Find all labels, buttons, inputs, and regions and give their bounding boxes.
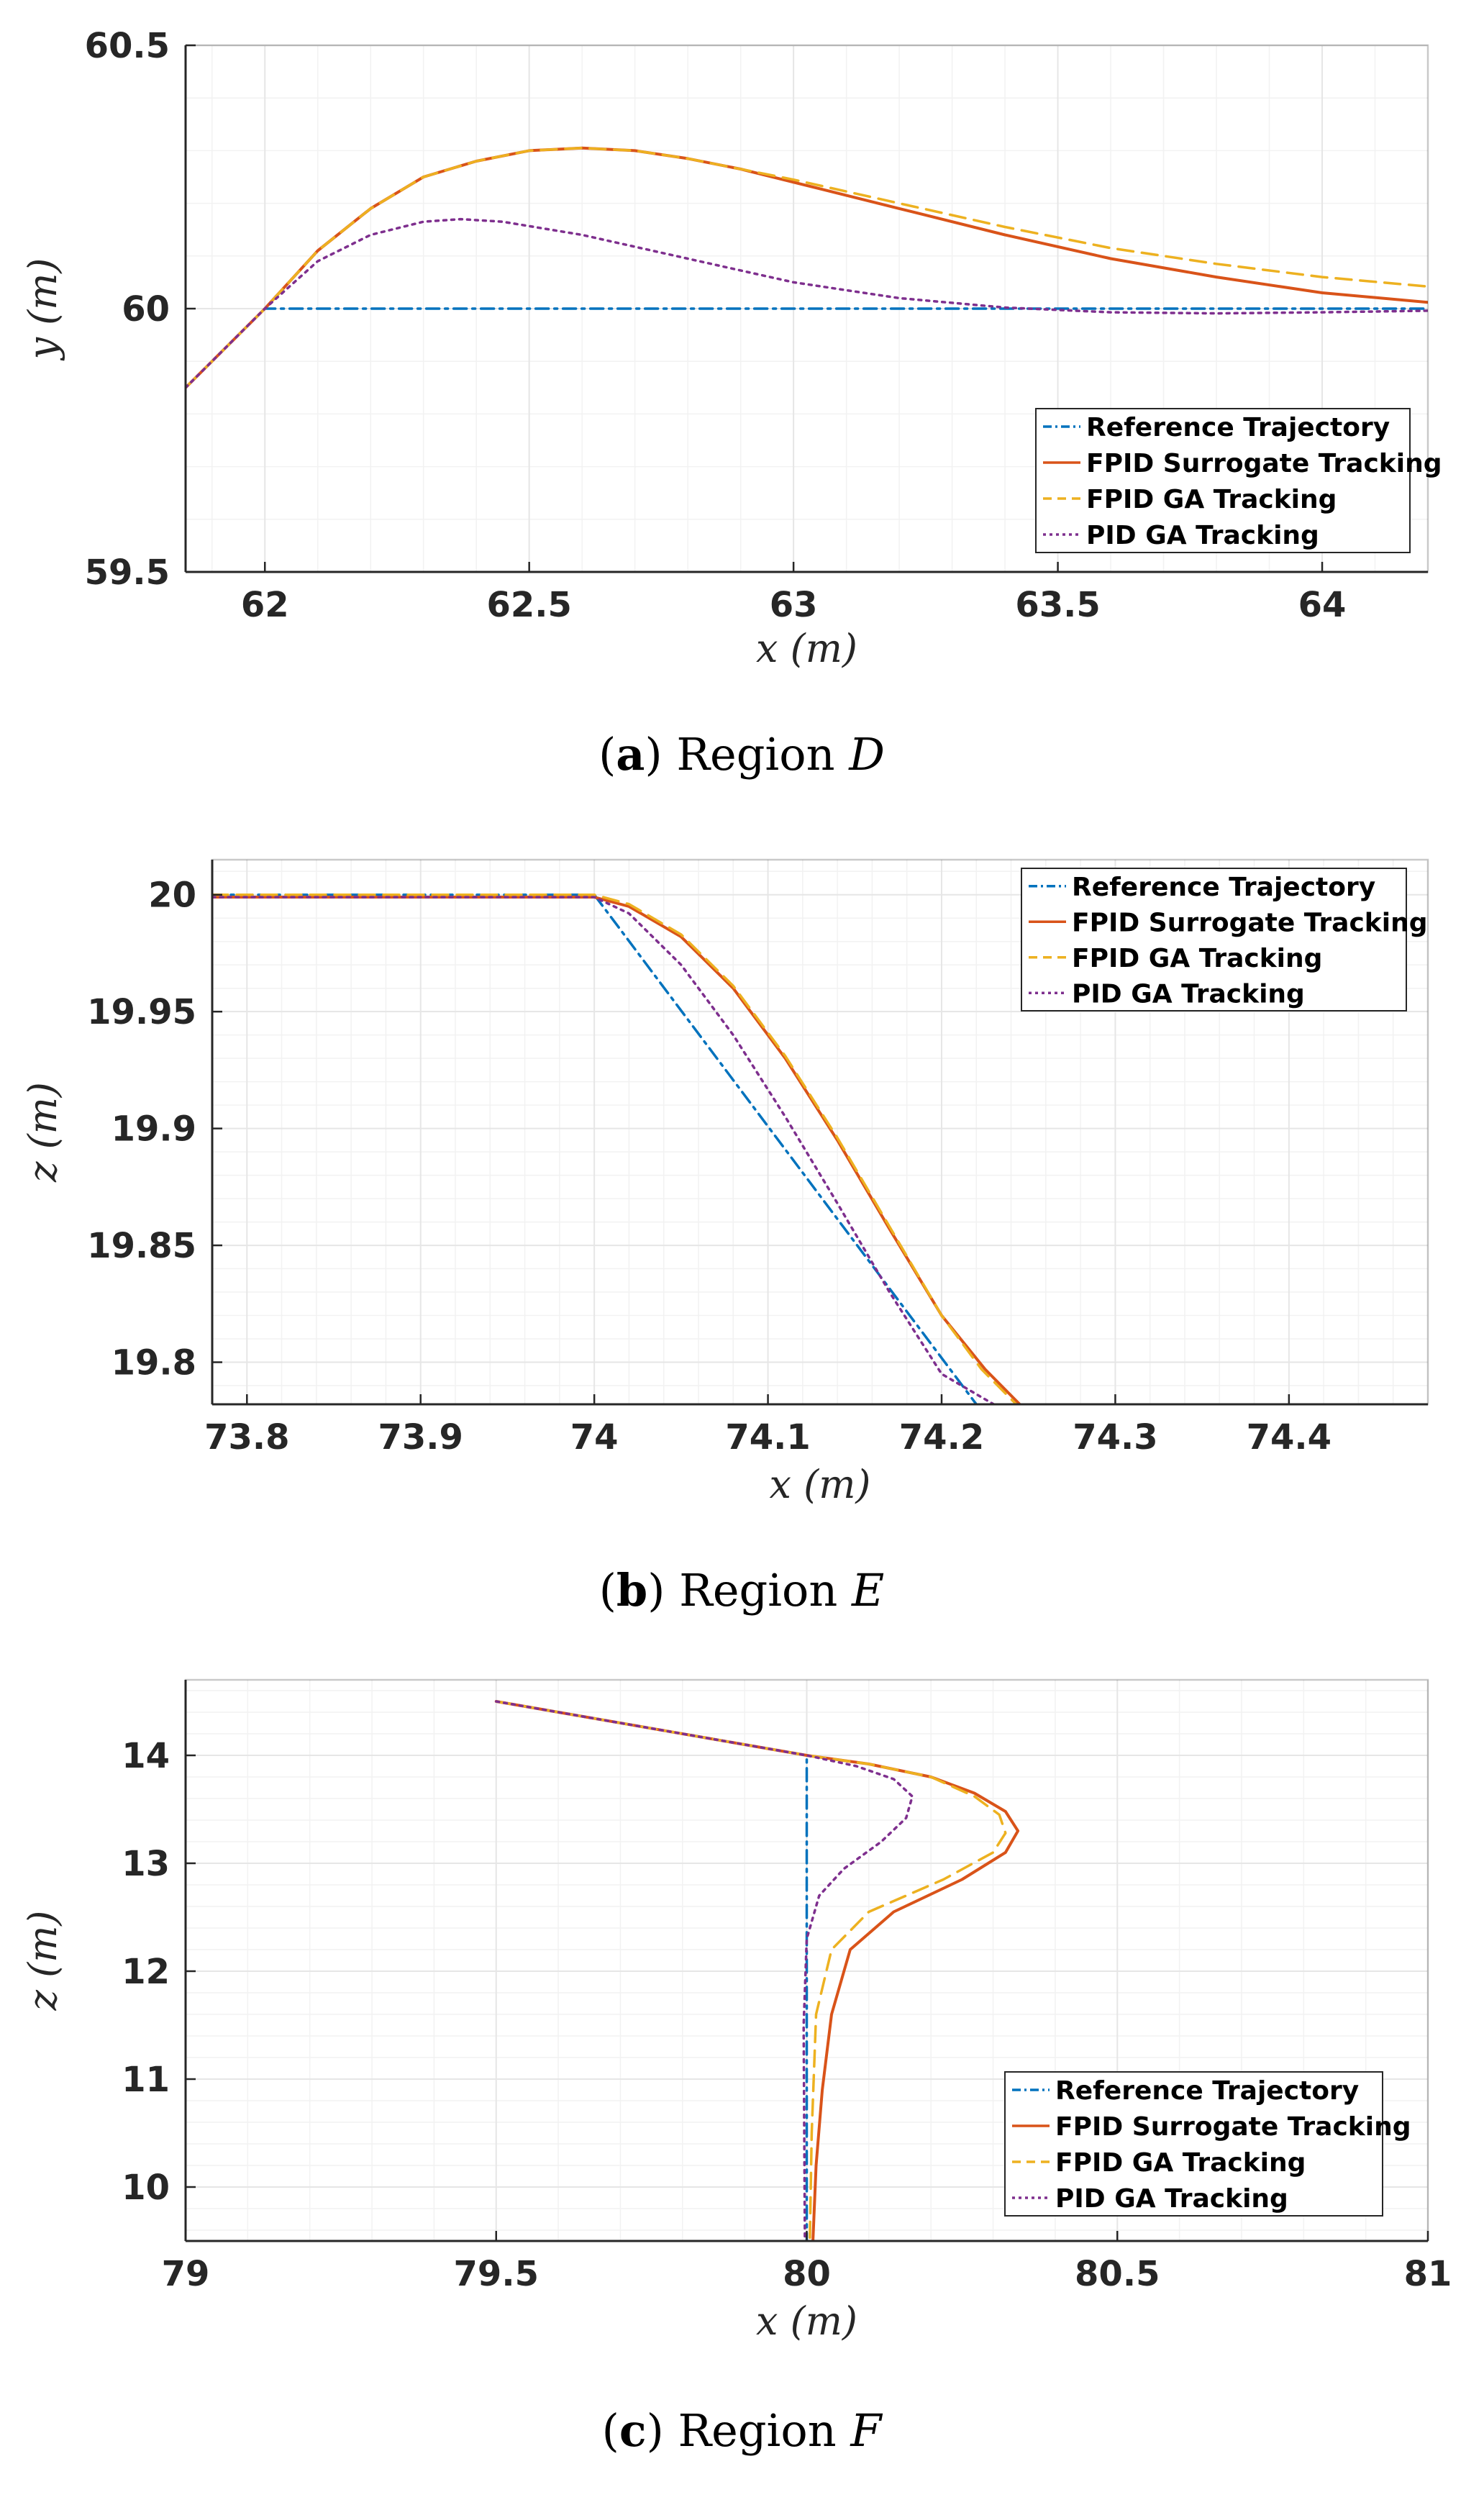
x-tick-label: 62.5	[486, 585, 571, 625]
legend-label: PID GA Tracking	[1072, 979, 1305, 1009]
series-line-pid-ga	[495, 1700, 914, 2241]
y-tick-label: 11	[122, 2060, 170, 2100]
series-line-fpid-ga	[495, 1700, 1007, 2241]
x-tick-label: 74.1	[725, 1417, 810, 1458]
y-axis-label: z (m)	[20, 1082, 65, 1183]
legend-label: FPID Surrogate Tracking	[1072, 908, 1427, 937]
x-tick-label: 74.3	[1073, 1417, 1157, 1458]
y-tick-label: 19.9	[111, 1109, 196, 1150]
legend-label: Reference Trajectory	[1055, 2076, 1359, 2106]
x-tick-label: 63	[770, 585, 818, 625]
x-tick-label: 63.5	[1015, 585, 1100, 625]
x-tick-label: 62	[241, 585, 289, 625]
x-tick-label: 80.5	[1075, 2254, 1160, 2294]
x-tick-label: 64	[1298, 585, 1347, 625]
series-group	[494, 1700, 1020, 2241]
y-tick-label: 60	[122, 289, 170, 329]
series-group	[186, 146, 1428, 389]
x-tick-label: 74	[570, 1417, 619, 1458]
legend-label: Reference Trajectory	[1072, 873, 1375, 902]
series-line-fpid-ga	[186, 146, 1428, 389]
x-axis-label: x (m)	[770, 1462, 871, 1507]
x-axis-label: x (m)	[756, 2299, 857, 2344]
panel-caption: (a) Region D	[598, 728, 885, 781]
y-tick-label: 19.95	[87, 992, 196, 1032]
legend-label: PID GA Tracking	[1086, 521, 1319, 550]
legend-label: FPID GA Tracking	[1055, 2148, 1306, 2178]
y-axis-label: y (m)	[20, 258, 65, 360]
series-line-reference	[495, 1700, 809, 2241]
legend: Reference Trajectory FPID Surrogate Track…	[1021, 868, 1427, 1011]
y-tick-label: 60.5	[85, 26, 170, 66]
x-tick-label: 81	[1404, 2254, 1452, 2294]
panel-b: 73.8 73.9 74 74.1 74.2 74.3 74.4 19.8 19.85 19.9 1…	[20, 858, 1429, 1617]
panel-a: 62 62.5 63 63.5 64 59.5 60 60.5 x (m) y (m) Refere…	[20, 26, 1442, 781]
y-tick-label: 10	[122, 2168, 170, 2208]
x-tick-label: 79	[162, 2254, 210, 2294]
series-line-pid-ga	[186, 217, 1428, 389]
panel-c: 79 79.5 80 80.5 81 10 11 12 13 14 x (m) z (m) Refere…	[20, 1678, 1452, 2457]
legend-label: FPID GA Tracking	[1072, 944, 1322, 973]
legend-box	[1004, 2071, 1383, 2217]
series-group	[212, 893, 1021, 1404]
panel-caption: (b) Region E	[599, 1564, 885, 1617]
x-tick-label: 73.8	[204, 1417, 289, 1458]
legend-label: PID GA Tracking	[1055, 2184, 1288, 2214]
x-tick-label: 74.2	[899, 1417, 984, 1458]
legend-label: FPID Surrogate Tracking	[1055, 2112, 1411, 2142]
legend: Reference Trajectory FPID Surrogate Track…	[1004, 2071, 1411, 2217]
y-tick-label: 12	[122, 1952, 170, 1992]
y-axis-label: z (m)	[20, 1911, 65, 2011]
y-tick-label: 19.85	[87, 1226, 196, 1266]
x-tick-label: 74.4	[1247, 1417, 1331, 1458]
x-tick-label: 80	[783, 2254, 831, 2294]
series-line-fpid-ga	[212, 893, 1018, 1404]
y-tick-label: 20	[148, 876, 196, 916]
x-tick-label: 79.5	[454, 2254, 539, 2294]
legend-label: Reference Trajectory	[1086, 413, 1390, 442]
legend-label: FPID GA Tracking	[1086, 485, 1337, 514]
legend-box	[1035, 408, 1411, 553]
legend-box	[1021, 868, 1407, 1011]
x-axis-label: x (m)	[756, 626, 857, 671]
x-tick-label: 73.9	[378, 1417, 463, 1458]
legend: Reference Trajectory FPID Surrogate Track…	[1035, 408, 1442, 553]
legend-label: FPID Surrogate Tracking	[1086, 449, 1442, 478]
y-tick-label: 59.5	[85, 553, 170, 593]
y-tick-label: 19.8	[111, 1343, 196, 1383]
y-tick-label: 13	[122, 1844, 170, 1884]
y-tick-label: 14	[122, 1736, 170, 1776]
panel-caption: (c) Region F	[602, 2404, 883, 2457]
